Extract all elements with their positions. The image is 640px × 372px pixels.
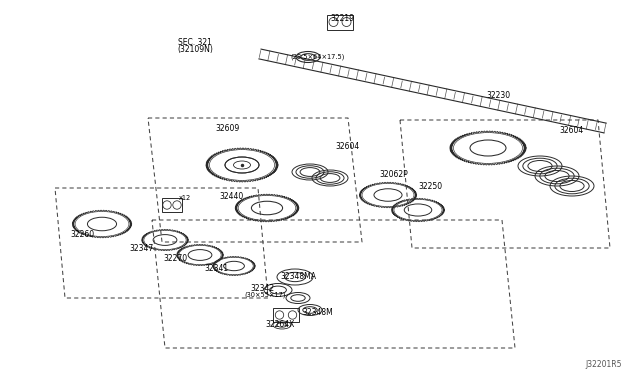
- Text: J32201R5: J32201R5: [586, 360, 622, 369]
- Text: 32609: 32609: [216, 124, 240, 133]
- Text: 32348MA: 32348MA: [280, 272, 316, 281]
- Text: (30×55×17): (30×55×17): [244, 292, 285, 298]
- Text: 32230: 32230: [486, 91, 510, 100]
- Text: 32062P: 32062P: [380, 170, 408, 179]
- Text: (28.5×64×17.5): (28.5×64×17.5): [291, 54, 345, 61]
- Bar: [273, 308, 299, 322]
- Bar: [327, 15, 353, 29]
- Text: 32342: 32342: [250, 284, 274, 293]
- Text: 32348M: 32348M: [303, 308, 333, 317]
- Text: x12: x12: [179, 195, 191, 201]
- Text: 32604: 32604: [560, 126, 584, 135]
- Text: 32260: 32260: [70, 230, 94, 239]
- Text: 32347: 32347: [130, 244, 154, 253]
- Text: SEC. 321: SEC. 321: [178, 38, 212, 47]
- Text: 32264X: 32264X: [266, 320, 294, 329]
- Bar: [162, 198, 182, 212]
- Text: (32109N): (32109N): [177, 45, 213, 54]
- Text: 32270: 32270: [163, 254, 187, 263]
- Text: 32341: 32341: [204, 264, 228, 273]
- Text: 32604: 32604: [336, 142, 360, 151]
- Text: 32250: 32250: [418, 182, 442, 191]
- Text: 32219: 32219: [330, 14, 354, 23]
- Text: 32440: 32440: [220, 192, 244, 201]
